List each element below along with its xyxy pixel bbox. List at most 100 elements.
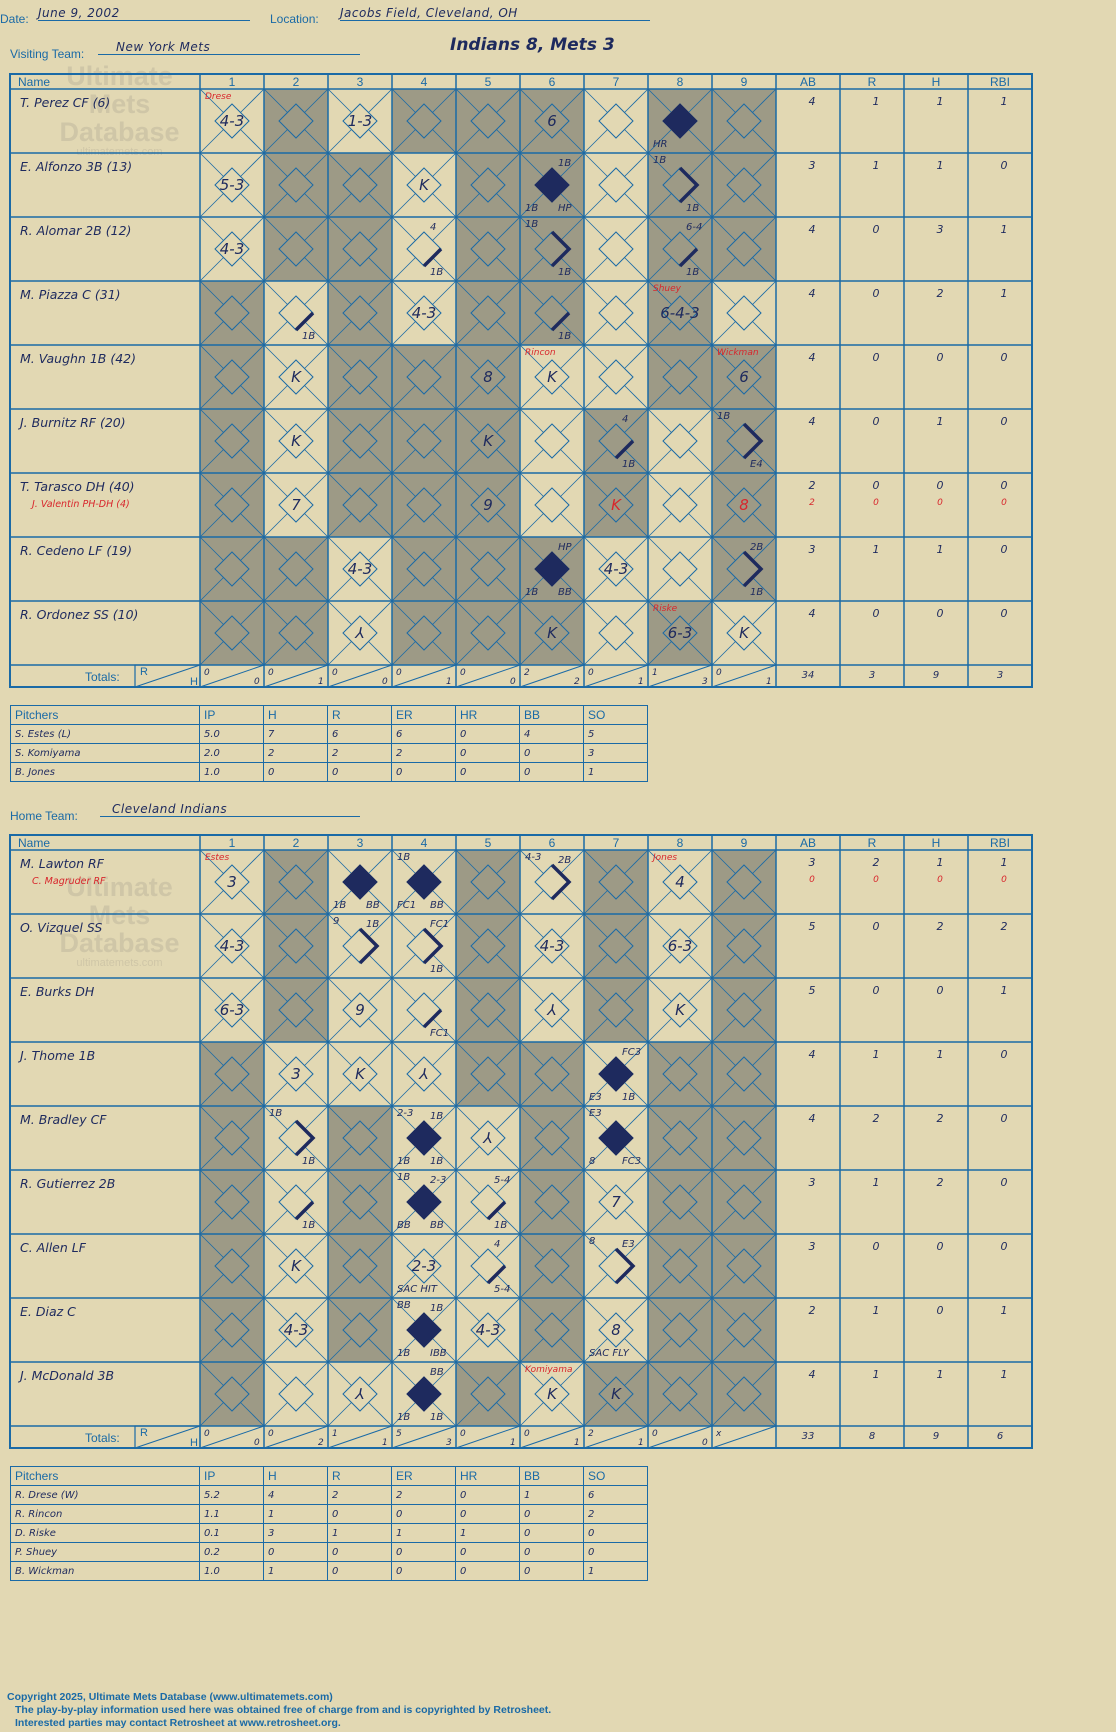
play-result: ⅄ [546,1001,556,1019]
play-result: 1-3 [348,112,373,130]
pitcher-stat: 0 [583,1523,648,1543]
guide-line [688,890,713,915]
guide-line [304,472,329,497]
guide-line [560,1233,585,1258]
guide-line [432,216,457,241]
stat-value: 1 [937,159,944,172]
guide-line [263,1169,288,1194]
guide-line [455,1146,480,1171]
guide-line [624,1018,649,1043]
single-mark [294,311,315,332]
play-note: BB [397,1220,411,1231]
guide-line [240,977,265,1002]
guide-line [583,1233,608,1258]
base-diamond [470,1120,506,1156]
guide-line [391,954,416,979]
guide-line [688,280,713,305]
guide-line [560,849,585,874]
guide-line [752,1041,777,1066]
guide-line [560,1210,585,1235]
inning-hits: 1 [446,677,452,687]
pitcher-stat: 4 [519,724,584,744]
guide-line [496,385,521,410]
base-diamond [342,103,378,139]
pitcher-stat: 6 [583,1485,648,1505]
guide-line [752,257,777,282]
guide-line [199,577,224,602]
play-result: K [611,1385,622,1403]
guide-line [263,216,288,241]
guide-line [752,641,777,666]
pitcher-stat: 0 [327,1561,392,1581]
guide-line [624,1082,649,1107]
guide-line [496,1338,521,1363]
play-note: BB [397,1300,411,1311]
stat-header-rbi: RBI [990,836,1010,850]
guide-line [711,385,736,410]
guide-line [304,1169,329,1194]
guide-line [240,344,265,369]
play-result: 5-3 [220,176,245,194]
guide-line [583,1402,608,1427]
player-name: R. Cedeno LF (19) [20,543,132,558]
guide-line [711,577,736,602]
pitcher-stat: 0 [455,724,520,744]
inning-hits: 1 [318,677,324,687]
total-stat: 33 [802,1431,815,1442]
guide-line [391,1169,416,1194]
guide-line [624,408,649,433]
substitute-name: C. Magruder RF [32,876,106,887]
guide-line [752,1402,777,1427]
base-diamond [662,992,698,1028]
guide-line [432,1146,457,1171]
base-diamond [214,928,250,964]
guide-line [240,1233,265,1258]
guide-line [688,1210,713,1235]
guide-line [455,129,480,154]
stat-value: 0 [937,607,944,620]
guide-line [560,385,585,410]
guide-line [624,954,649,979]
guide-line [688,536,713,561]
guide-line [368,1402,393,1427]
base-diamond [278,1056,314,1092]
guide-line [432,1297,457,1322]
guide-line [688,1018,713,1043]
guide-line [391,600,416,625]
guide-line [624,577,649,602]
play-result: 6 [739,368,749,386]
stat-header-r: R [868,836,877,850]
pitchers-header-cell: H [263,1466,328,1486]
guide-line [327,1082,352,1107]
guide-line [304,88,329,113]
guide-line [711,344,736,369]
play-note: 1B [366,919,379,930]
guide-line [519,88,544,113]
play-note: 1B [430,964,443,975]
base-diamond [278,103,314,139]
play-result: 7 [611,1193,621,1211]
guide-line [647,954,672,979]
player-name: T. Tarasco DH (40) [20,479,135,494]
guide-line [455,193,480,218]
guide-line [199,849,224,874]
guide-line [304,890,329,915]
base-diamond [470,295,506,331]
guide-line [368,88,393,113]
guide-line [455,257,480,282]
base-diamond [278,864,314,900]
stat-value: 1 [937,543,944,556]
pitcher-stat: 0 [455,1485,520,1505]
guide-line [368,600,393,625]
run-scored-diamond [406,1376,442,1412]
sub-stat-value: 0 [1001,875,1007,885]
base-diamond [598,231,634,267]
inning-runs: 0 [396,668,402,678]
guide-line [583,344,608,369]
guide-line [647,1169,672,1194]
inning-hits: 0 [510,677,516,687]
single-mark [678,247,699,268]
base-diamond [726,231,762,267]
play-result: 7 [291,496,301,514]
guide-line [240,408,265,433]
